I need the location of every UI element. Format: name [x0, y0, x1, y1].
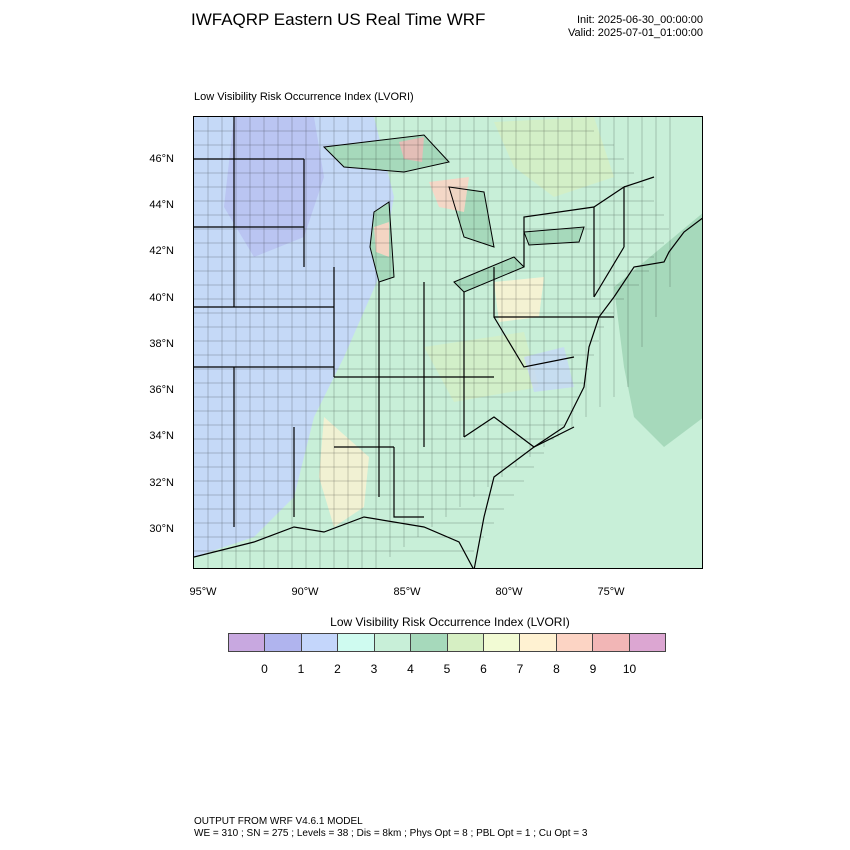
- colorbar-swatch: [447, 634, 484, 651]
- map-canvas: [194, 117, 702, 568]
- colorbar-title: Low Visibility Risk Occurrence Index (LV…: [330, 615, 570, 629]
- low-risk-patch: [524, 347, 574, 392]
- colorbar-label: 0: [261, 662, 268, 676]
- main-title: IWFAQRP Eastern US Real Time WRF: [191, 10, 486, 29]
- colorbar-label: 7: [516, 662, 524, 676]
- lat-label: 46°N: [149, 153, 174, 165]
- valid-time: Valid: 2025-07-01_01:00:00: [568, 27, 703, 39]
- moderate-risk-patch: [319, 417, 369, 527]
- lat-label: 44°N: [149, 199, 174, 211]
- colorbar-swatch: [411, 634, 448, 651]
- map-panel: [193, 116, 703, 569]
- county-grid: [194, 117, 671, 568]
- lon-label: 80°W: [495, 586, 523, 598]
- state-borders: [194, 117, 655, 527]
- lake-outlines: [322, 134, 585, 293]
- colorbar: [228, 633, 666, 652]
- colorbar-swatch: [483, 634, 521, 651]
- moderate-risk-patch: [494, 117, 614, 197]
- colorbar-swatch: [265, 634, 302, 651]
- colorbar-swatch: [301, 634, 339, 651]
- lat-label: 34°N: [149, 430, 174, 442]
- moderate-risk-patch: [424, 332, 539, 402]
- colorbar-label: 5: [443, 662, 451, 676]
- lon-label: 95°W: [189, 586, 217, 598]
- run-times: Init: 2025-06-30_00:00:00 Valid: 2025-07…: [520, 14, 703, 40]
- colorbar-label: 1: [297, 662, 305, 676]
- lat-label: 40°N: [149, 292, 174, 304]
- lat-label: 42°N: [149, 245, 174, 257]
- high-risk-patch: [399, 137, 424, 162]
- init-time: Init: 2025-06-30_00:00:00: [577, 14, 703, 26]
- lon-label: 90°W: [291, 586, 319, 598]
- colorbar-label: 6: [480, 662, 487, 676]
- lat-label: 32°N: [149, 477, 174, 489]
- colorbar-label: 2: [334, 662, 341, 676]
- lake-ontario: [524, 227, 584, 245]
- colorbar-swatch: [374, 634, 412, 651]
- high-risk-patch: [429, 177, 469, 212]
- colorbar-swatch: [338, 634, 375, 651]
- colorbar-label: 9: [589, 662, 597, 676]
- colorbar-label: 10: [622, 662, 637, 676]
- colorbar-label: 4: [407, 662, 414, 676]
- colorbar-swatch: [520, 634, 557, 651]
- colorbar-label: 8: [553, 662, 560, 676]
- colorbar-swatch: [556, 634, 594, 651]
- colorbar-swatch: [229, 634, 266, 651]
- lon-label: 85°W: [393, 586, 421, 598]
- model-config-line: WE = 310 ; SN = 275 ; Levels = 38 ; Dis …: [194, 828, 588, 839]
- lat-label: 36°N: [149, 384, 174, 396]
- atlantic-coastline: [473, 217, 702, 568]
- atlantic-field: [614, 213, 702, 447]
- lon-label: 75°W: [597, 586, 625, 598]
- colorbar-swatch: [629, 634, 666, 651]
- map-subtitle: Low Visibility Risk Occurrence Index (LV…: [194, 91, 414, 103]
- moderate-risk-patch: [494, 277, 544, 322]
- model-info-line: OUTPUT FROM WRF V4.6.1 MODEL: [194, 816, 363, 827]
- high-risk-patch: [374, 222, 389, 257]
- colorbar-label: 3: [370, 662, 378, 676]
- colorbar-swatch: [593, 634, 630, 651]
- lat-label: 30°N: [149, 523, 174, 535]
- lake-erie: [454, 257, 524, 292]
- lat-label: 38°N: [149, 338, 174, 350]
- gulf-coastline: [194, 516, 474, 568]
